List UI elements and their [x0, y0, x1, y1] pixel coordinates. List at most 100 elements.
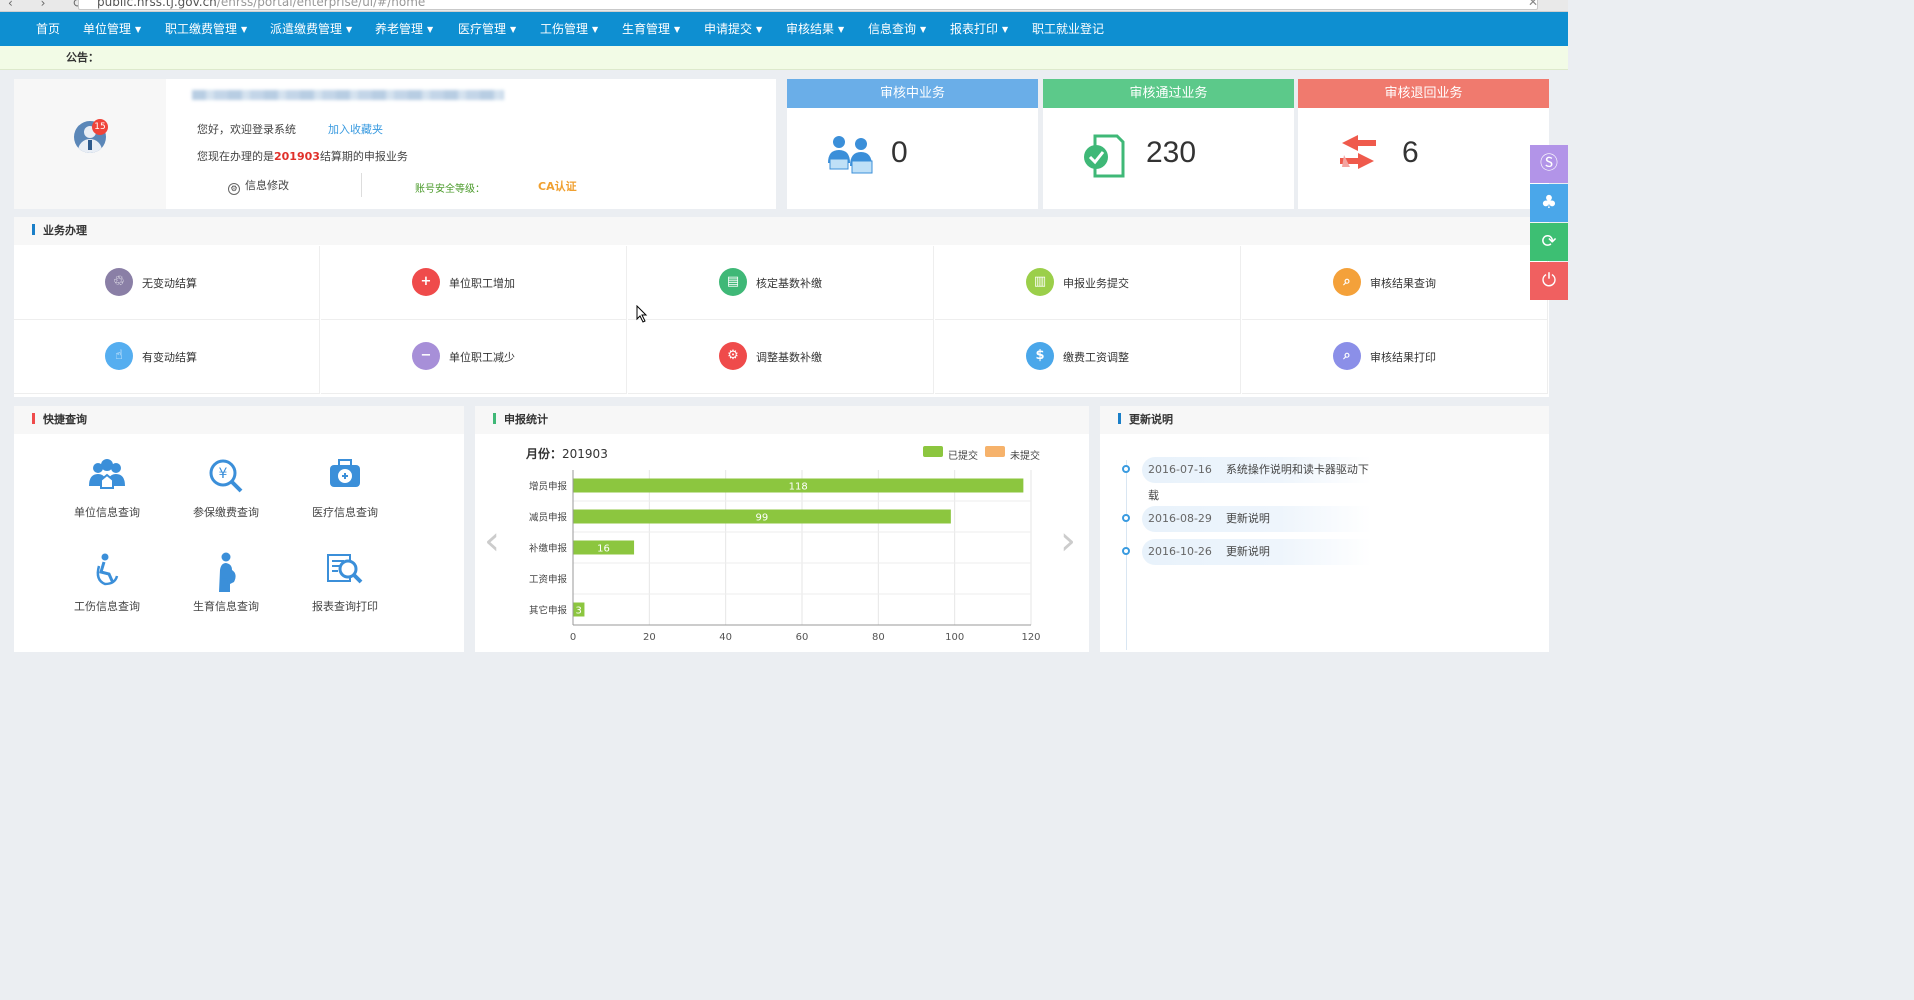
close-tab-icon[interactable]: ✕	[1527, 0, 1538, 9]
nav-item-2[interactable]: 职工缴费管理 ▼	[165, 12, 247, 46]
biz-item-label: 申报业务提交	[1063, 277, 1129, 290]
biz-item-label: 有变动结算	[142, 351, 197, 364]
nav-item-8[interactable]: 申请提交 ▼	[704, 12, 762, 46]
quick-item-0[interactable]: 单位信息查询	[52, 458, 162, 520]
bar-value-label: 118	[789, 482, 808, 493]
caret-down-icon: ▼	[427, 25, 434, 34]
quick-item-5[interactable]: 报表查询打印	[290, 552, 400, 614]
report-print-icon	[290, 552, 400, 590]
biz-item-0[interactable]: ♲ 无变动结算	[14, 246, 320, 320]
stat-card-title-1[interactable]: 审核通过业务	[1043, 79, 1294, 108]
nav-item-10[interactable]: 信息查询 ▼	[868, 12, 926, 46]
si-logo-icon[interactable]: Ⓢ	[1530, 145, 1568, 183]
biz-item-label: 审核结果打印	[1370, 351, 1436, 364]
bar-value-label: 99	[756, 513, 769, 524]
biz-item-7[interactable]: ⚙ 调整基数补缴	[628, 320, 934, 394]
nav-item-label: 养老管理	[375, 22, 424, 36]
legend-swatch-0[interactable]	[923, 446, 943, 457]
nav-item-0[interactable]: 首页	[36, 12, 60, 46]
tree-icon[interactable]: ♣	[1530, 184, 1568, 222]
add-favorite-link[interactable]: 加入收藏夹	[328, 123, 383, 136]
nav-item-4[interactable]: 养老管理 ▼	[375, 12, 433, 46]
quick-item-label: 工伤信息查询	[74, 600, 140, 613]
biz-item-8[interactable]: $ 缴费工资调整	[935, 320, 1241, 394]
nav-item-5[interactable]: 医疗管理 ▼	[458, 12, 516, 46]
biz-item-6[interactable]: − 单位职工减少	[321, 320, 627, 394]
legend-swatch-1[interactable]	[985, 446, 1005, 457]
update-text: 更新说明	[1225, 545, 1270, 558]
svg-text:¥: ¥	[219, 466, 228, 482]
legend-label-0[interactable]: 已提交	[948, 451, 978, 462]
stat-card-title-2[interactable]: 审核退回业务	[1298, 79, 1549, 108]
stat-value-1: 230	[1146, 136, 1197, 169]
edit-info-button[interactable]: ⚙ 信息修改	[228, 177, 289, 195]
update-text: 系统操作说明和读卡器驱动下载	[1148, 463, 1369, 502]
biz-item-label: 单位职工减少	[449, 351, 515, 364]
caret-down-icon: ▼	[674, 25, 681, 34]
nav-item-11[interactable]: 报表打印 ▼	[950, 12, 1008, 46]
quick-item-1[interactable]: ¥ 参保缴费查询	[171, 458, 281, 520]
update-text: 更新说明	[1225, 512, 1270, 525]
quick-query-panel	[14, 406, 464, 652]
url-path: /ehrss/portal/enterprise/ui/#/home	[216, 0, 426, 9]
update-date: 2016-08-29	[1148, 512, 1212, 525]
stat-card-body-2[interactable]	[1298, 108, 1549, 209]
quick-item-2[interactable]: 医疗信息查询	[290, 458, 400, 520]
x-tick-label: 80	[872, 632, 885, 643]
biz-item-label: 单位职工增加	[449, 277, 515, 290]
power-icon[interactable]: ⏻	[1530, 262, 1568, 300]
mouse-cursor-icon	[636, 305, 648, 323]
biz-item-4[interactable]: ⌕ 审核结果查询	[1242, 246, 1548, 320]
message-badge[interactable]: 15	[92, 119, 108, 135]
nav-item-12[interactable]: 职工就业登记	[1032, 12, 1104, 46]
period-suffix: 结算期的申报业务	[319, 150, 408, 163]
biz-item-1[interactable]: + 单位职工增加	[321, 246, 627, 320]
nav-item-label: 单位管理	[83, 22, 132, 36]
address-bar[interactable]: public.hrss.tj.gov.cn/ehrss/portal/enter…	[78, 0, 1538, 10]
update-date: 2016-10-26	[1148, 545, 1212, 558]
report-title-text: 申报统计	[504, 413, 548, 426]
bar-2	[573, 540, 635, 555]
nav-item-6[interactable]: 工伤管理 ▼	[540, 12, 598, 46]
maternity-icon	[171, 552, 281, 592]
biz-item-label: 缴费工资调整	[1063, 351, 1129, 364]
nav-item-7[interactable]: 生育管理 ▼	[622, 12, 680, 46]
biz-item-2[interactable]: ▤ 核定基数补缴	[628, 246, 934, 320]
x-tick-label: 120	[1021, 632, 1040, 643]
stat-card-title-0[interactable]: 审核中业务	[787, 79, 1038, 108]
bar-0	[573, 478, 1024, 493]
update-item-0[interactable]: 2016-07-16 系统操作说明和读卡器驱动下载	[1142, 457, 1372, 502]
biz-item-3[interactable]: ▥ 申报业务提交	[935, 246, 1241, 320]
period-prefix: 您现在办理的是	[197, 150, 274, 163]
quick-item-label: 生育信息查询	[193, 600, 259, 613]
update-item-2[interactable]: 2016-10-26 更新说明	[1142, 539, 1372, 565]
quick-item-3[interactable]: 工伤信息查询	[52, 552, 162, 614]
quick-item-label: 单位信息查询	[74, 506, 140, 519]
base-pay-icon: ▤	[719, 268, 747, 296]
month-value: 201903	[562, 447, 608, 461]
nav-item-9[interactable]: 审核结果 ▼	[786, 12, 844, 46]
chart-prev-arrow[interactable]: ‹	[484, 518, 500, 564]
biz-item-label: 无变动结算	[142, 277, 197, 290]
browser-nav-icon[interactable]: ‹ › ⟳	[8, 0, 96, 10]
refresh-icon[interactable]: ⟳	[1530, 223, 1568, 261]
biz-item-9[interactable]: ⌕ 审核结果打印	[1242, 320, 1548, 394]
add-user-icon: +	[412, 268, 440, 296]
caret-down-icon: ▼	[346, 25, 353, 34]
nav-item-3[interactable]: 派遣缴费管理 ▼	[270, 12, 352, 46]
nav-item-label: 派遣缴费管理	[270, 22, 343, 36]
caret-down-icon: ▼	[920, 25, 927, 34]
nav-item-label: 工伤管理	[540, 22, 589, 36]
browser-chrome: ‹ › ⟳ public.hrss.tj.gov.cn/ehrss/portal…	[0, 0, 1568, 12]
timeline-dot	[1122, 514, 1130, 522]
update-item-1[interactable]: 2016-08-29 更新说明	[1142, 506, 1372, 532]
nav-item-1[interactable]: 单位管理 ▼	[83, 12, 141, 46]
biz-item-5[interactable]: ☝ 有变动结算	[14, 320, 320, 394]
chart-next-arrow[interactable]: ›	[1060, 518, 1076, 564]
ca-auth-link[interactable]: CA认证	[538, 180, 577, 193]
caret-down-icon: ▼	[510, 25, 517, 34]
quick-item-4[interactable]: 生育信息查询	[171, 552, 281, 614]
nav-item-label: 生育管理	[622, 22, 671, 36]
category-label: 减员申报	[529, 512, 568, 524]
legend-label-1[interactable]: 未提交	[1010, 451, 1040, 462]
